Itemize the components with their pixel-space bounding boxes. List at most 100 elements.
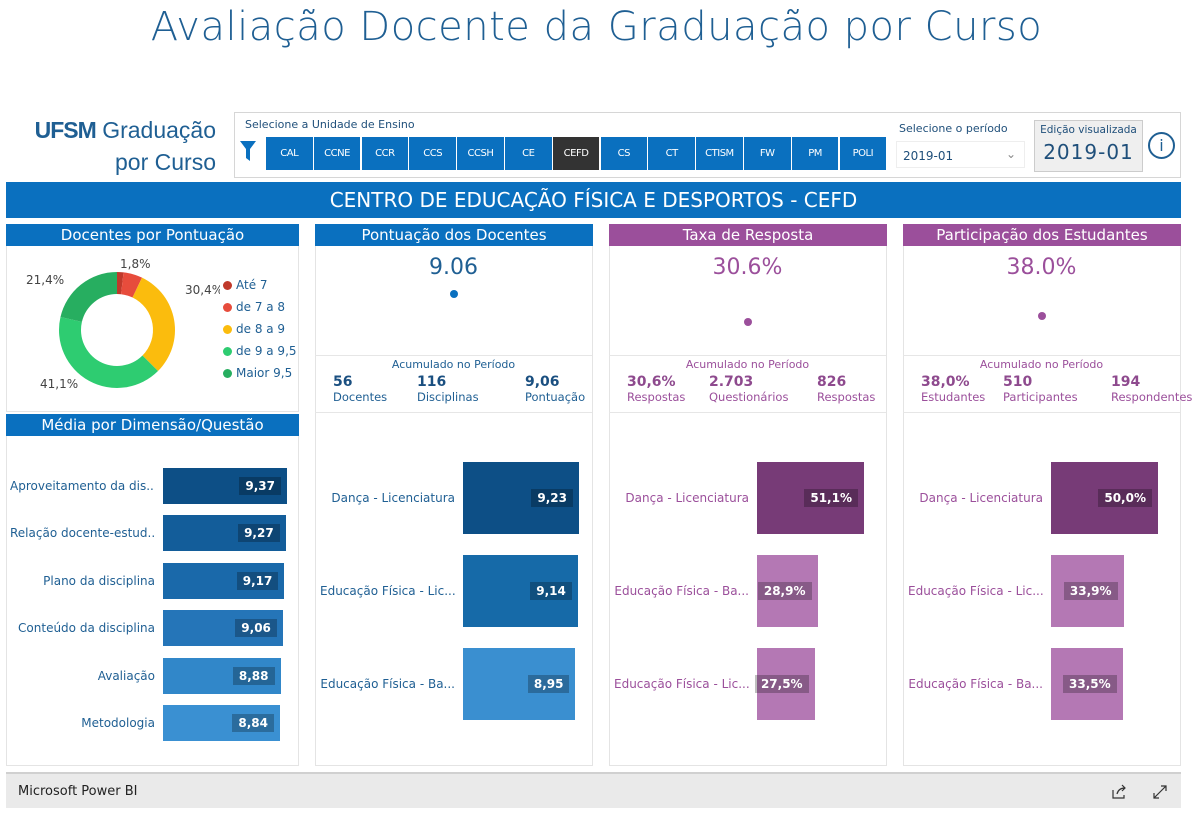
course-label: Dança - Licenciatura: [331, 491, 455, 505]
stat-2: 9,06 Pontuação: [525, 374, 585, 404]
bar-value-label: 9,27: [238, 524, 280, 543]
course-bar[interactable]: 8,95: [463, 648, 576, 720]
stat-value: 116: [417, 374, 447, 390]
filter-panel: [234, 112, 1181, 178]
period-dropdown[interactable]: 2019-01 ⌄: [896, 141, 1025, 168]
legend-item[interactable]: de 7 a 8: [223, 300, 297, 314]
course-bar[interactable]: 27,5%: [754, 648, 815, 720]
card-title: Participação dos Estudantes: [903, 224, 1181, 246]
unit-button-ccne[interactable]: CCNE: [313, 137, 361, 170]
stat-label: Pontuação: [525, 390, 586, 404]
legend-item[interactable]: de 9 a 9,5: [223, 344, 297, 358]
donut-slice[interactable]: [132, 277, 175, 372]
card-indicator-dot: [743, 318, 752, 326]
unit-button-pm[interactable]: PM: [791, 137, 839, 170]
unit-button-ccsh[interactable]: CCSH: [457, 137, 504, 170]
legend-item[interactable]: Até 7: [223, 278, 297, 292]
course-bar[interactable]: 51,1%: [757, 462, 864, 534]
unit-button-cal[interactable]: CAL: [266, 137, 313, 170]
donut-slice[interactable]: [121, 272, 143, 298]
donut-slice[interactable]: [58, 316, 159, 388]
donut-title: Docentes por Pontuação: [6, 224, 299, 246]
legend-item[interactable]: de 8 a 9: [223, 322, 297, 336]
page-title: Avaliação Docente da Graduação por Curso: [150, 4, 1043, 50]
period-label: Selecione o período: [899, 122, 1008, 135]
divider: [903, 355, 1180, 356]
unit-button-ccr[interactable]: CCR: [361, 137, 409, 170]
legend-label: Até 7: [236, 278, 268, 292]
fullscreen-icon[interactable]: [1152, 784, 1168, 800]
bar-value-label: 33,9%: [1063, 582, 1118, 600]
stat-label: Disciplinas: [417, 390, 479, 404]
card-indicator-dot: [1037, 312, 1046, 320]
unit-button-cs[interactable]: CS: [600, 137, 648, 170]
unit-banner: CENTRO DE EDUCAÇÃO FÍSICA E DESPORTOS - …: [6, 182, 1181, 218]
donut-data-label: 1,8%: [120, 257, 151, 271]
stat-value: 2.703: [709, 374, 754, 390]
stat-label: Estudantes: [921, 390, 986, 404]
bar-value-label: 9,06: [235, 619, 277, 638]
unit-button-fw[interactable]: FW: [744, 137, 791, 170]
unit-button-ct[interactable]: CT: [648, 137, 695, 170]
stat-label: Questionários: [709, 390, 789, 404]
bar-value-label: 8,84: [232, 714, 274, 732]
course-bar[interactable]: 28,9%: [757, 555, 818, 627]
dimension-bar[interactable]: 9,17: [163, 562, 285, 599]
dimension-bar[interactable]: 9,27: [163, 515, 286, 552]
course-label: Dança - Licenciatura: [919, 491, 1043, 505]
unit-button-ce[interactable]: CE: [505, 137, 552, 170]
course-bar[interactable]: 50,0%: [1051, 462, 1158, 534]
course-bar[interactable]: 33,5%: [1051, 648, 1123, 720]
unit-button-ctism[interactable]: CTISM: [696, 137, 743, 170]
dimension-label: Metodologia: [81, 716, 155, 730]
donut-slice[interactable]: [117, 272, 124, 295]
stat-value: 826: [817, 374, 847, 390]
stat-2: 826 Respostas: [817, 374, 875, 404]
stat-1: 2.703 Questionários: [709, 374, 788, 404]
clear-filter-icon[interactable]: [239, 139, 257, 163]
stat-1: 116 Disciplinas: [417, 374, 479, 404]
unit-button-cefd[interactable]: CEFD: [552, 137, 600, 170]
donut-slice[interactable]: [60, 272, 117, 322]
logo-line2: por Curso: [115, 149, 216, 175]
legend-dot-icon: [223, 346, 232, 356]
course-bar[interactable]: 9,23: [463, 462, 579, 534]
stat-0: 30,6% Respostas: [627, 374, 685, 404]
dimension-bar[interactable]: 8,88: [163, 657, 281, 694]
stat-value: 56: [333, 374, 353, 390]
donut-data-label: 41,1%: [40, 377, 78, 391]
logo-line1: Graduação: [102, 117, 216, 143]
dimension-label: Avaliação: [97, 668, 155, 683]
unit-button-ccs[interactable]: CCS: [409, 137, 456, 170]
bar-value-label: 8,95: [527, 675, 570, 693]
period-value: 2019-01: [903, 149, 954, 163]
stat-0: 38,0% Estudantes: [921, 374, 985, 404]
bar-value-label: 28,9%: [757, 582, 812, 600]
divider: [609, 355, 886, 356]
powerbi-brand[interactable]: Microsoft Power BI: [18, 784, 138, 799]
dimension-bar[interactable]: 8,84: [163, 705, 280, 741]
card-title: Taxa de Resposta: [609, 224, 887, 246]
card-big-value: 30.6%: [712, 255, 783, 280]
dimension-bar[interactable]: 9,06: [163, 610, 283, 647]
legend-label: de 8 a 9: [236, 322, 286, 336]
chevron-down-icon: ⌄: [1005, 147, 1016, 161]
info-icon[interactable]: i: [1148, 132, 1175, 159]
course-bar[interactable]: 33,9%: [1051, 555, 1124, 627]
legend-item[interactable]: Maior 9,5: [223, 366, 297, 380]
card-indicator-dot: [449, 290, 458, 298]
course-bar[interactable]: 9,14: [463, 555, 578, 627]
stat-value: 510: [1003, 374, 1033, 390]
unit-button-poli[interactable]: POLI: [839, 137, 887, 170]
donut-data-label: 21,4%: [26, 273, 64, 287]
stat-label: Respondentes: [1111, 390, 1193, 404]
dimension-bar[interactable]: 9,37: [163, 468, 287, 504]
bar-value-label: 8,88: [232, 666, 275, 685]
divider: [315, 355, 592, 356]
card-big-value: 9.06: [429, 255, 478, 280]
legend-dot-icon: [223, 324, 232, 334]
bar-value-label: 27,5%: [754, 675, 809, 693]
stat-label: Docentes: [333, 390, 388, 404]
share-icon[interactable]: [1111, 784, 1127, 800]
bar-value-label: 9,23: [531, 489, 573, 507]
